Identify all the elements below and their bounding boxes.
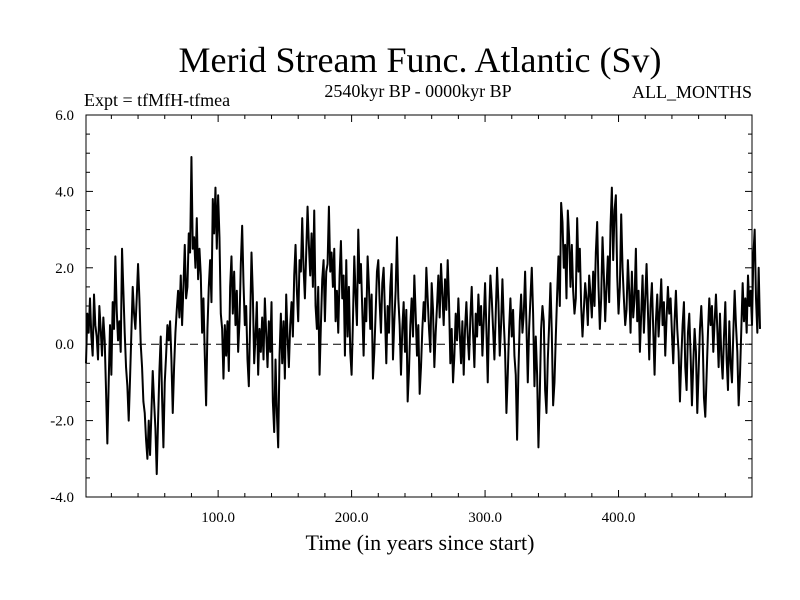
x-tick-label: 100.0: [201, 510, 235, 526]
y-tick-label: 6.0: [55, 108, 74, 124]
period-label: 2540kyr BP - 0000kyr BP: [324, 81, 511, 101]
axis-tick-labels: 100.0 200.0 300.0 400.0 -4.0 -2.0 0.0 2.0 4.0 6.0: [50, 108, 635, 526]
y-tick-label: 0.0: [55, 337, 74, 353]
months-label: ALL_MONTHS: [632, 82, 752, 102]
experiment-label: Expt = tfMfH-tfmea: [84, 90, 230, 110]
y-tick-label: 4.0: [55, 184, 74, 200]
y-tick-label: -4.0: [50, 490, 74, 506]
x-axis-label: Time (in years since start): [306, 530, 535, 555]
y-tick-label: 2.0: [55, 261, 74, 277]
chart-title: Merid Stream Func. Atlantic (Sv): [179, 40, 662, 80]
x-tick-label: 200.0: [335, 510, 369, 526]
x-tick-label: 300.0: [468, 510, 502, 526]
x-tick-label: 400.0: [602, 510, 636, 526]
y-tick-label: -2.0: [50, 414, 74, 430]
series-line: [85, 156, 762, 476]
plot-frame: [85, 114, 753, 498]
